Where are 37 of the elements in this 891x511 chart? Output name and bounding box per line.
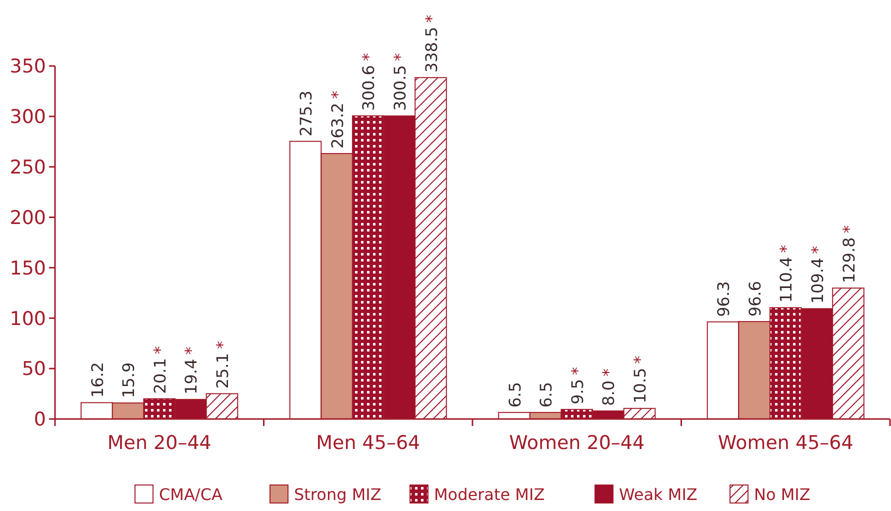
x-tick-label: Women 45–64 [718,432,854,454]
y-tick-label: 250 [10,156,46,179]
data-label: 109.4 * [808,246,827,304]
legend-label: CMA/CA [159,485,222,504]
data-label: 338.5 * [422,14,441,73]
y-tick-label: 300 [10,106,46,128]
y-tick-label: 200 [10,206,46,229]
data-label: 300.5 * [390,53,410,111]
data-label: 25.1 * [213,341,232,389]
y-tick-label: 0 [34,408,46,431]
data-label: 19.4 * [182,346,201,394]
data-label: 6.5 [536,382,556,408]
y-tick-label: 50 [22,358,46,380]
data-label: 110.4 * [776,244,796,303]
legend-label: Weak MIZ [619,485,698,504]
data-label: 96.3 [714,281,733,317]
data-label: 8.0 * [599,368,618,406]
legend-label: Strong MIZ [294,485,382,504]
data-label: 129.8 * [839,225,858,284]
legend-label: Moderate MIZ [434,485,545,504]
data-label: 20.1 * [150,346,170,394]
y-tick-label: 350 [10,56,46,78]
data-label: 300.6 * [359,53,378,111]
x-tick-label: Men 20–44 [107,432,212,454]
data-label: 275.3 [296,90,316,136]
y-tick-label: 100 [10,308,46,330]
data-label: 9.5 * [568,366,587,404]
x-tick-label: Men 45–64 [316,432,420,454]
x-tick-label: Women 20–44 [509,432,645,454]
data-label: 10.5 * [630,356,650,404]
data-label: 6.5 [505,382,524,408]
data-label: 15.9 [119,362,138,398]
y-tick-label: 150 [10,257,46,280]
data-label: 16.2 [88,362,107,398]
data-label: 96.6 [745,280,764,317]
data-label: 263.2 * [328,90,347,149]
legend-label: No MIZ [754,485,810,504]
